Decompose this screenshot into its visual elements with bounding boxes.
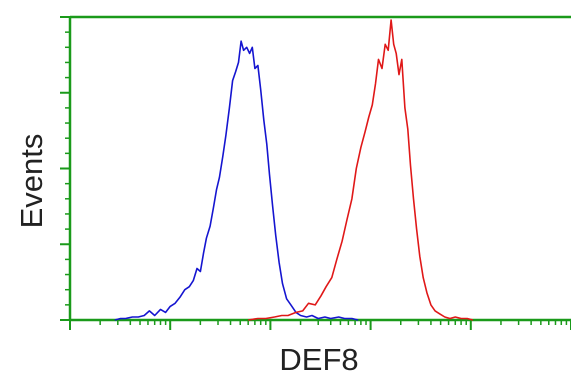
series-group <box>114 19 474 321</box>
x-axis-title: DEF8 <box>279 342 358 377</box>
y-axis-title: Events <box>14 134 49 229</box>
histogram-series-2 <box>248 19 474 321</box>
plot-frame <box>68 15 571 322</box>
x-axis-ticks <box>69 320 571 330</box>
histogram-series-1 <box>114 40 359 321</box>
y-axis-ticks <box>60 16 70 321</box>
